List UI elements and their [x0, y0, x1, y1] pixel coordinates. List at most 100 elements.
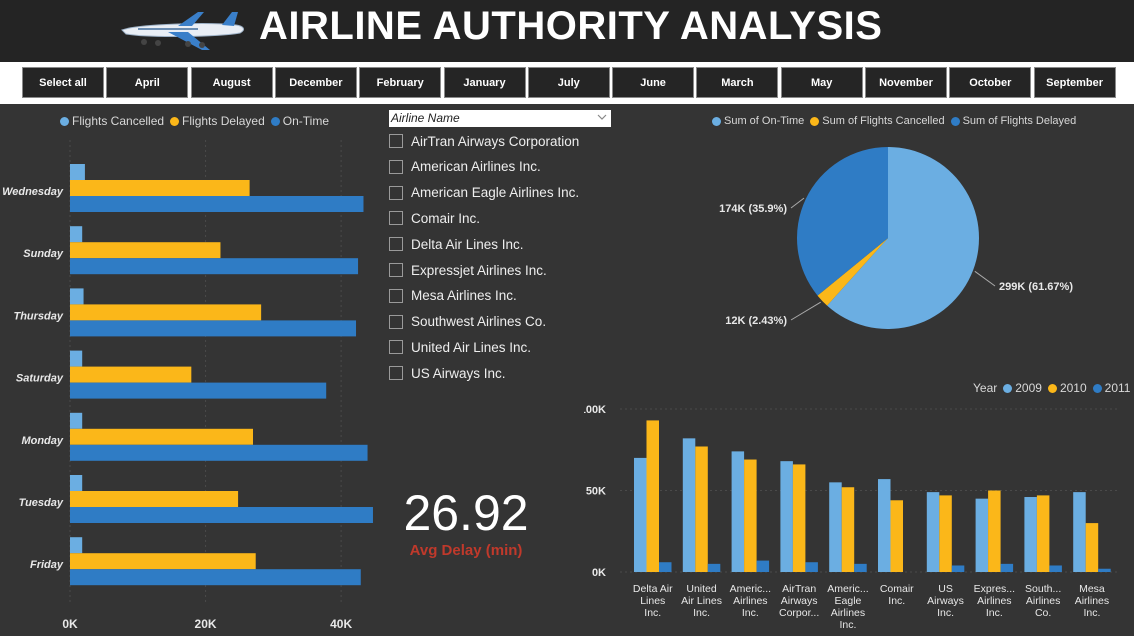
month-button-april[interactable]: April	[106, 67, 189, 98]
bar-flights-delayed-thursday[interactable]	[70, 304, 262, 321]
airline-option-united-air-lines-inc[interactable]: United Air Lines Inc.	[389, 337, 531, 357]
bar-flights-cancelled-tuesday[interactable]	[70, 475, 83, 491]
month-button-august[interactable]: August	[190, 67, 273, 98]
bar-flights-cancelled-thursday[interactable]	[70, 288, 84, 305]
month-button-february[interactable]: February	[359, 67, 442, 98]
bar-flights-cancelled-sunday[interactable]	[70, 226, 83, 243]
pie-slice-sum-of-on-time[interactable]	[827, 147, 979, 329]
bar-flights-delayed-sunday[interactable]	[70, 242, 221, 259]
checkbox[interactable]	[389, 134, 403, 148]
month-button-december[interactable]: December	[274, 67, 357, 98]
bar-2009-5[interactable]	[878, 479, 891, 572]
bar-flights-delayed-monday[interactable]	[70, 428, 253, 445]
month-button-january[interactable]: January	[443, 67, 526, 98]
month-button-june[interactable]: June	[612, 67, 695, 98]
bar-2009-3[interactable]	[780, 461, 793, 572]
checkbox[interactable]	[389, 340, 403, 355]
pie-slice-sum-of-flights-delayed[interactable]	[797, 147, 888, 296]
bar-on-time-wednesday[interactable]	[70, 196, 364, 212]
bar-2009-1[interactable]	[682, 438, 696, 572]
bar-2011-4[interactable]	[854, 563, 867, 572]
airline-option-southwest-airlines-co[interactable]: Southwest Airlines Co.	[389, 312, 546, 332]
pie-slice-sum-of-flights-cancelled[interactable]	[817, 238, 888, 306]
bar-2011-8[interactable]	[1049, 565, 1062, 572]
category-label-wednesday: Wednesday	[2, 186, 64, 198]
legend-item-2010[interactable]: 2010	[1047, 381, 1087, 395]
month-button-november[interactable]: November	[865, 67, 947, 98]
bar-2010-2[interactable]	[744, 459, 757, 572]
bar-on-time-thursday[interactable]	[70, 320, 357, 337]
airline-option-delta-air-lines-inc[interactable]: Delta Air Lines Inc.	[389, 234, 524, 254]
bar-flights-cancelled-monday[interactable]	[70, 412, 83, 429]
airline-option-expressjet-airlines-inc[interactable]: Expressjet Airlines Inc.	[389, 260, 547, 280]
legend-item-flights-cancelled[interactable]: Flights Cancelled	[60, 114, 164, 128]
bar-flights-delayed-saturday[interactable]	[70, 366, 192, 383]
bar-2010-1[interactable]	[695, 446, 708, 572]
bar-2009-6[interactable]	[926, 492, 940, 572]
bar-2010-4[interactable]	[841, 487, 855, 572]
checkbox[interactable]	[389, 211, 403, 226]
bar-2009-4[interactable]	[829, 482, 842, 572]
month-button-october[interactable]: October	[949, 67, 1032, 98]
legend-item-2011[interactable]: 2011	[1092, 381, 1130, 395]
legend-item-on-time[interactable]: On-Time	[270, 114, 329, 128]
bar-flights-cancelled-friday[interactable]	[70, 537, 83, 554]
legend-item-sum-of-on-time[interactable]: Sum of On-Time	[712, 115, 804, 127]
checkbox[interactable]	[389, 237, 403, 252]
checkbox[interactable]	[389, 288, 403, 303]
airline-option-american-eagle-airlines-inc[interactable]: American Eagle Airlines Inc.	[389, 183, 579, 203]
bar-2010-5[interactable]	[890, 500, 904, 572]
month-button-march[interactable]: March	[696, 67, 779, 98]
bar-flights-cancelled-wednesday[interactable]	[70, 164, 85, 180]
bar-2009-7[interactable]	[975, 498, 989, 572]
bar-2010-9[interactable]	[1085, 523, 1099, 572]
bar-2009-0[interactable]	[634, 457, 647, 572]
bar-2010-7[interactable]	[988, 490, 1001, 573]
month-button-select-all[interactable]: Select all	[22, 67, 104, 98]
airline-option-airtran-airways-corporation[interactable]: AirTran Airways Corporation	[389, 131, 579, 151]
bar-2011-3[interactable]	[805, 562, 818, 572]
bar-on-time-sunday[interactable]	[70, 258, 359, 275]
bar-2011-2[interactable]	[756, 560, 770, 572]
checkbox[interactable]	[389, 366, 403, 381]
bar-on-time-monday[interactable]	[70, 444, 368, 461]
bar-flights-cancelled-saturday[interactable]	[70, 350, 83, 367]
airline-option-american-airlines-inc[interactable]: American Airlines Inc.	[389, 157, 541, 177]
bar-2011-6[interactable]	[951, 565, 965, 572]
bar-flights-delayed-tuesday[interactable]	[70, 491, 239, 507]
bar-on-time-saturday[interactable]	[70, 382, 327, 399]
airline-option-us-airways-inc[interactable]: US Airways Inc.	[389, 363, 506, 383]
airline-option-mesa-airlines-inc[interactable]: Mesa Airlines Inc.	[389, 286, 517, 306]
x-category-label: Comair Inc.	[880, 583, 914, 607]
checkbox[interactable]	[389, 159, 403, 174]
bar-2011-0[interactable]	[659, 562, 672, 572]
checkbox[interactable]	[389, 185, 403, 200]
legend-item-sum-of-flights-delayed[interactable]: Sum of Flights Delayed	[950, 115, 1076, 127]
header-bar: AIRLINE AUTHORITY ANALYSIS	[0, 0, 1134, 62]
bar-2009-9[interactable]	[1073, 492, 1086, 572]
airline-filter-header[interactable]: Airline Name	[389, 110, 611, 127]
bar-2010-3[interactable]	[792, 464, 806, 572]
bar-flights-delayed-wednesday[interactable]	[70, 180, 250, 196]
bar-2011-9[interactable]	[1098, 568, 1111, 572]
bar-2010-8[interactable]	[1036, 495, 1050, 572]
bar-flights-delayed-friday[interactable]	[70, 553, 256, 570]
bar-on-time-friday[interactable]	[70, 569, 361, 586]
bar-on-time-tuesday[interactable]	[70, 507, 373, 523]
month-button-september[interactable]: September	[1033, 67, 1116, 98]
bar-2011-7[interactable]	[1000, 563, 1014, 572]
bar-2009-8[interactable]	[1024, 497, 1037, 572]
checkbox[interactable]	[389, 263, 403, 277]
month-button-may[interactable]: May	[780, 67, 863, 98]
airline-option-comair-inc[interactable]: Comair Inc.	[389, 208, 480, 228]
bar-2009-2[interactable]	[731, 451, 745, 572]
legend-item-flights-delayed[interactable]: Flights Delayed	[170, 114, 265, 128]
month-button-july[interactable]: July	[527, 67, 610, 98]
bar-2010-6[interactable]	[939, 495, 952, 572]
bar-2010-0[interactable]	[646, 420, 660, 572]
legend-item-2009[interactable]: 2009	[1003, 381, 1042, 395]
x-category-label-line: Airlines	[977, 595, 1011, 607]
legend-item-sum-of-flights-cancelled[interactable]: Sum of Flights Cancelled	[810, 115, 945, 127]
bar-2011-1[interactable]	[707, 563, 721, 572]
checkbox[interactable]	[389, 314, 403, 329]
